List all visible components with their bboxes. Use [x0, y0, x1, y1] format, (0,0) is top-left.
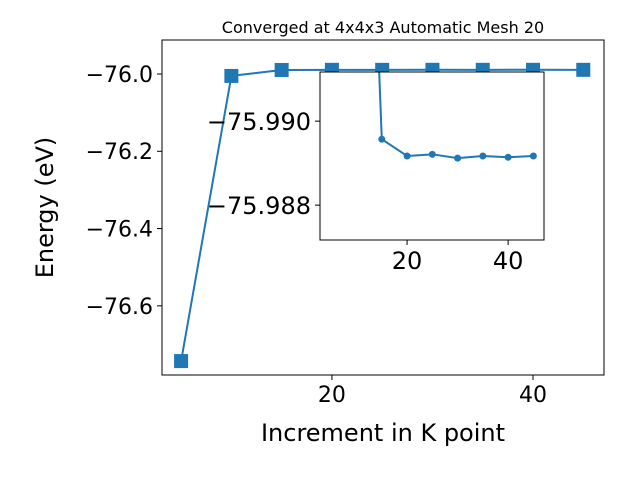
y-tick-label: −75.990 — [207, 108, 311, 136]
x-tick-label: 40 — [519, 383, 547, 408]
x-tick-label: 20 — [318, 383, 346, 408]
marker — [428, 150, 436, 158]
y-tick-label: −76.4 — [86, 217, 153, 242]
marker — [378, 135, 386, 143]
axes-frame — [161, 39, 605, 376]
marker — [174, 354, 189, 369]
y-tick-label: −76.6 — [86, 295, 153, 320]
marker — [403, 152, 411, 160]
x-axis-label: Increment in K point — [261, 419, 505, 447]
marker — [576, 62, 591, 77]
marker — [479, 152, 487, 160]
marker — [454, 154, 462, 162]
y-axis-label: Energy (eV) — [31, 137, 59, 279]
marker — [504, 153, 512, 161]
chart-title: Converged at 4x4x3 Automatic Mesh 20 — [222, 18, 544, 37]
y-tick-label: −76.2 — [86, 140, 153, 165]
plot-area — [378, 72, 537, 162]
x-tick-label: 40 — [493, 247, 524, 275]
y-tick-label: −75.988 — [207, 192, 311, 220]
marker — [224, 68, 239, 83]
marker — [529, 152, 537, 160]
axes-frame — [319, 71, 545, 241]
x-tick-label: 20 — [392, 247, 423, 275]
y-tick-label: −76.0 — [86, 63, 153, 88]
marker — [274, 62, 289, 77]
